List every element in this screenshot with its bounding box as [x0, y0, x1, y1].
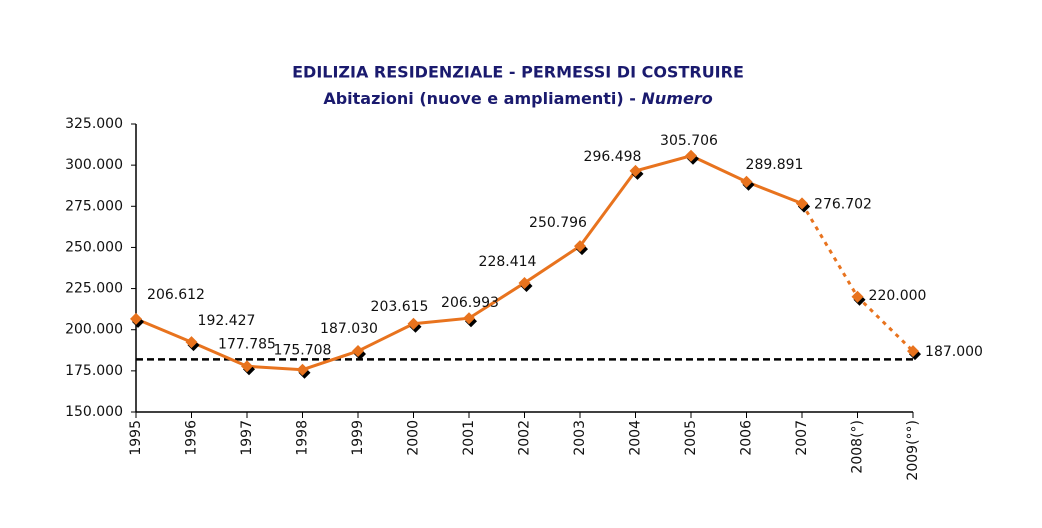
y-tick-label: 200.000 — [65, 322, 123, 338]
marker — [352, 345, 364, 358]
chart-title: EDILIZIA RESIDENZIALE - PERMESSI DI COST… — [292, 63, 744, 82]
value-label: 177.785 — [218, 336, 276, 352]
x-tick-label: 2001 — [461, 420, 477, 456]
marker — [740, 175, 753, 188]
value-label: 206.612 — [147, 287, 205, 303]
value-label: 187.030 — [320, 321, 378, 337]
subtitle-text: Abitazioni (nuove e ampliamenti) - — [323, 89, 641, 108]
x-tick-label: 2005 — [683, 420, 699, 456]
value-label: 296.498 — [584, 149, 642, 165]
y-tick-label: 250.000 — [65, 239, 123, 255]
x-tick-label: 1996 — [184, 420, 200, 456]
x-tick-label: 2004 — [628, 420, 644, 456]
marker — [907, 345, 919, 358]
value-label: 192.427 — [198, 313, 256, 329]
marker — [851, 290, 864, 303]
y-tick-label: 325.000 — [65, 116, 123, 132]
y-tick-label: 175.000 — [65, 363, 123, 379]
marker — [463, 312, 475, 325]
marker — [518, 276, 531, 289]
value-label: 203.615 — [371, 299, 429, 315]
y-tick-label: 225.000 — [65, 281, 123, 297]
chart-subtitle: Abitazioni (nuove e ampliamenti) - Numer… — [323, 89, 712, 108]
x-tick-label: 2002 — [517, 420, 533, 456]
value-label: 289.891 — [746, 157, 804, 173]
subtitle-unit: Numero — [642, 89, 713, 108]
marker — [796, 197, 808, 210]
marker — [629, 164, 642, 177]
value-label: 305.706 — [660, 133, 718, 149]
x-tick-label: 2008(°) — [850, 420, 866, 474]
x-tick-label: 2003 — [572, 420, 588, 456]
y-tick-label: 275.000 — [65, 198, 123, 214]
marker — [574, 240, 586, 253]
x-tick-label: 2000 — [406, 420, 422, 456]
x-tick-label: 1995 — [128, 420, 144, 456]
value-label: 228.414 — [479, 254, 537, 270]
value-label: 276.702 — [814, 196, 872, 212]
marker — [407, 317, 420, 330]
value-label: 187.000 — [925, 344, 983, 360]
x-tick-label: 2006 — [739, 420, 755, 456]
marker — [130, 312, 142, 325]
value-label: 206.993 — [441, 295, 499, 311]
series-line — [800, 202, 915, 353]
value-label: 175.708 — [274, 343, 332, 359]
x-tick-label: 1999 — [350, 420, 366, 456]
marker — [241, 360, 253, 373]
value-label: 250.796 — [529, 215, 587, 231]
marker — [685, 149, 697, 162]
y-tick-label: 300.000 — [65, 157, 123, 173]
x-tick-label: 1998 — [295, 420, 311, 456]
x-tick-label: 2009(°°) — [905, 420, 921, 481]
x-tick-label: 2007 — [794, 420, 810, 456]
x-tick-label: 1997 — [239, 420, 255, 456]
value-label: 220.000 — [869, 288, 927, 304]
marker — [185, 336, 198, 349]
y-tick-label: 150.000 — [65, 404, 123, 420]
marker — [296, 363, 309, 376]
